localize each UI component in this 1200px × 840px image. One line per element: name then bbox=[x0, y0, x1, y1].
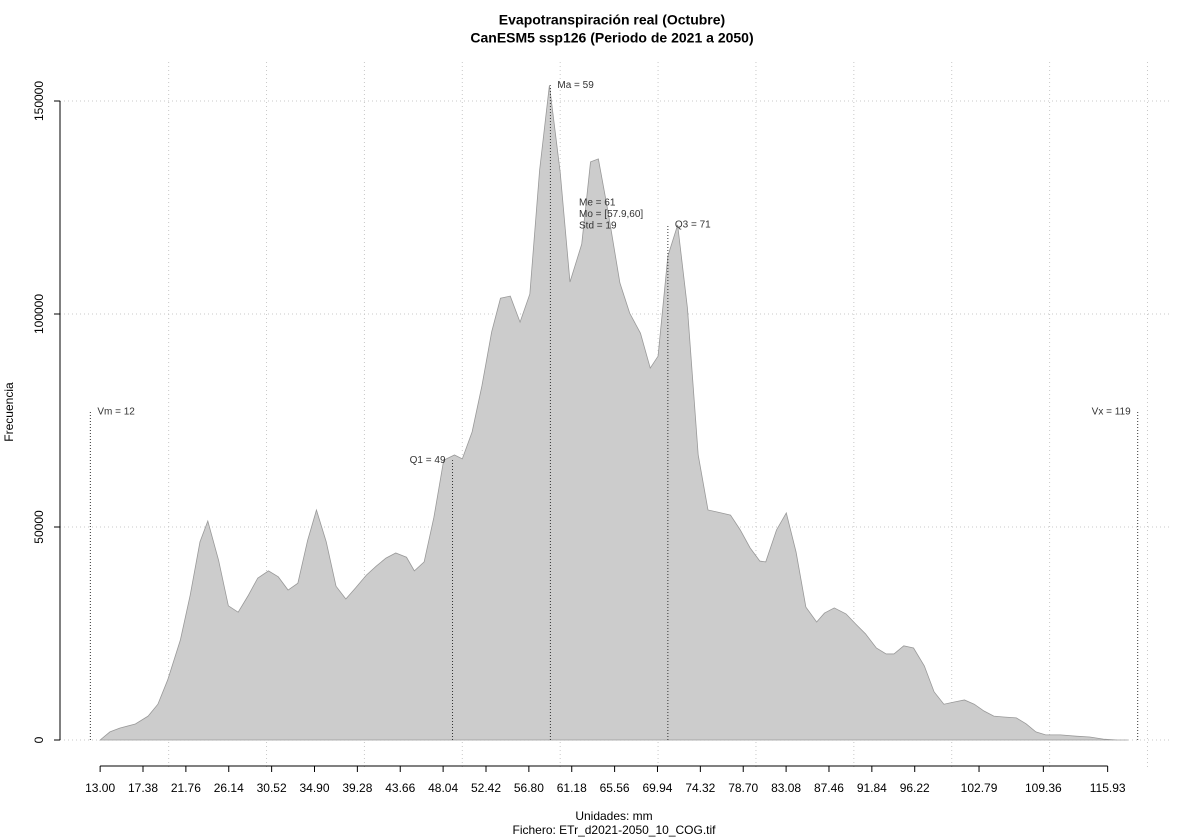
x-tick-label: 39.28 bbox=[342, 781, 372, 795]
x-tick-label: 115.93 bbox=[1090, 781, 1126, 795]
x-tick-label: 30.52 bbox=[257, 781, 287, 795]
annotation-label: Vx = 119 bbox=[1092, 407, 1131, 418]
area bbox=[99, 85, 1128, 741]
footer: Fichero: ETr_d2021-2050_10_COG.tif bbox=[513, 823, 717, 837]
annotation-label: Q1 = 49 bbox=[410, 455, 446, 466]
annotation-label: Ma = 59 bbox=[557, 80, 594, 91]
annotation-label: Vm = 12 bbox=[97, 407, 135, 418]
stats-label: Mo = [57.9,60] bbox=[579, 209, 643, 220]
chart-subtitle: CanESM5 ssp126 (Periodo de 2021 a 2050) bbox=[470, 30, 753, 46]
x-tick-label: 78.70 bbox=[728, 781, 758, 795]
x-tick-label: 43.66 bbox=[385, 781, 415, 795]
x-tick-label: 34.90 bbox=[299, 781, 329, 795]
y-tick-label: 0 bbox=[32, 736, 46, 743]
x-axis-label: Unidades: mm bbox=[575, 809, 652, 823]
y-tick-label: 100000 bbox=[32, 294, 46, 334]
y-tick-label: 150000 bbox=[32, 81, 46, 121]
x-tick-label: 91.84 bbox=[857, 781, 887, 795]
x-tick-label: 13.00 bbox=[85, 781, 115, 795]
x-tick-label: 56.80 bbox=[514, 781, 544, 795]
stats-label: Std = 19 bbox=[579, 221, 617, 232]
x-tick-label: 96.22 bbox=[900, 781, 930, 795]
x-tick-label: 74.32 bbox=[685, 781, 715, 795]
x-tick-label: 61.18 bbox=[557, 781, 587, 795]
x-tick-label: 109.36 bbox=[1025, 781, 1062, 795]
x-tick-label: 52.42 bbox=[471, 781, 501, 795]
y-tick-label: 50000 bbox=[32, 510, 46, 544]
x-tick-label: 26.14 bbox=[214, 781, 244, 795]
x-tick-label: 87.46 bbox=[814, 781, 844, 795]
x-tick-label: 48.04 bbox=[428, 781, 458, 795]
stats-label: Me = 61 bbox=[579, 198, 616, 209]
x-tick-label: 69.94 bbox=[642, 781, 672, 795]
x-tick-label: 17.38 bbox=[128, 781, 158, 795]
annotation-label: Q3 = 71 bbox=[675, 220, 711, 231]
y-axis-label: Frecuencia bbox=[2, 382, 16, 442]
x-tick-label: 83.08 bbox=[771, 781, 801, 795]
chart-title: Evapotranspiración real (Octubre) bbox=[499, 12, 725, 28]
x-tick-label: 65.56 bbox=[600, 781, 630, 795]
x-tick-label: 102.79 bbox=[961, 781, 998, 795]
x-tick-label: 21.76 bbox=[171, 781, 201, 795]
